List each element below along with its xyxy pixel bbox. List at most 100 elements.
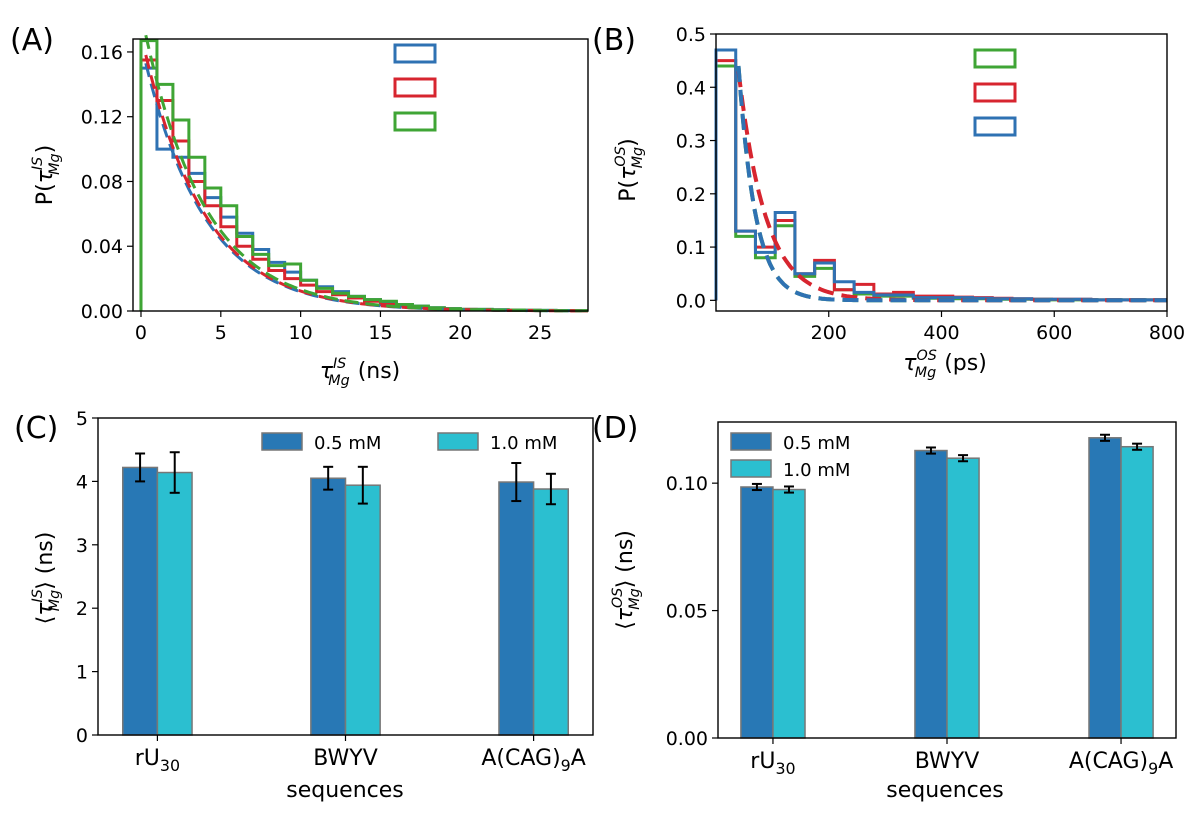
ylabel-c-pre: ⟨ (33, 616, 58, 625)
xlabel-a-sup: IS (333, 356, 346, 372)
d-xtick-label-2: A(CAG)9A (1069, 749, 1173, 778)
c-xtick-label-2-sub: 9 (561, 756, 571, 775)
hist-a-0 (139, 66, 588, 313)
bar-d-0-1 (914, 449, 948, 739)
d-xtick-label-1-main: BWYV (915, 749, 980, 774)
bar-c-0-0 (122, 466, 159, 736)
ylabel-b-post: ) (616, 138, 641, 147)
bar-c-1-0 (156, 471, 193, 736)
xlabel-d: sequences (886, 778, 1003, 803)
xlabel-a-sub: Mg (328, 373, 349, 389)
b-ytick-label: 0.3 (676, 131, 706, 153)
c-xtick-label-0-main: rU (135, 746, 160, 771)
bar-d-0-0 (740, 486, 774, 739)
legend-c-swatch-0 (261, 432, 303, 451)
d-ytick-label: 0.05 (666, 601, 708, 623)
ylabel-a-post: ) (33, 145, 58, 154)
d-xtick-label-2-main: A(CAG) (1069, 749, 1148, 774)
fit-a-2 (144, 34, 582, 313)
panel-label-d: (D) (592, 411, 639, 446)
ylabel-a-pre: P( (33, 183, 58, 205)
legend-a-swatch-2 (393, 111, 437, 132)
legend-b-swatch-2 (973, 116, 1017, 137)
legend-b-swatch-1 (973, 82, 1017, 103)
c-xtick-label-1-main: BWYV (313, 746, 378, 771)
ylabel-d-post: ⟩ (ns) (613, 530, 638, 588)
xlabel-b-sup: OS (916, 348, 936, 364)
d-xtick-label-2-post: A (1158, 749, 1173, 774)
legend-d-swatch-1 (730, 459, 772, 478)
xlabel-b-sub: Mg (915, 365, 936, 381)
panel-label-c: (C) (14, 411, 58, 446)
legend-b-swatch-0 (973, 48, 1017, 69)
hist-a-1 (139, 58, 588, 313)
xlabel-a-tau: τ (320, 359, 334, 384)
ylabel-d-tau: τ (613, 607, 638, 621)
d-xtick-label-1: BWYV (915, 749, 980, 774)
b-xtick-label: 600 (1036, 322, 1072, 344)
ylabel-c: ⟨τISMg⟩ (ns) (30, 532, 63, 625)
ylabel-d-sup: OS (610, 588, 626, 608)
bar-d-0-2 (1088, 437, 1122, 739)
c-xtick-label-2: A(CAG)9A (481, 746, 585, 775)
d-xtick-label-0-main: rU (750, 749, 775, 774)
fit-b-0 (736, 65, 1167, 303)
ylabel-d-sub: Mg (627, 588, 643, 609)
panel-label-a: (A) (10, 23, 54, 58)
panel-label-b: (B) (592, 23, 636, 58)
c-xtick-label-2-main: A(CAG) (481, 746, 560, 771)
panel-d: (D) 0.00 0.05 0.10 rU30 BWYV A(CAG)9A 0.5 mM 1.0… (592, 411, 1177, 803)
legend-a-swatch-1 (393, 77, 437, 98)
c-ytick-label: 0 (76, 725, 88, 747)
bar-d-1-2 (1120, 445, 1154, 739)
c-ytick-label: 3 (76, 535, 88, 557)
xlabel-b-tau: τ (903, 351, 917, 376)
ylabel-c-tau: τ (33, 602, 58, 616)
c-ytick-label: 5 (76, 408, 88, 430)
ylabel-b-sub: Mg (630, 147, 646, 168)
ylabel-b: P(τOSMg) (613, 138, 646, 201)
b-ytick-label: 0.5 (676, 24, 706, 46)
ylabel-c-sup: IS (30, 589, 46, 602)
hist-b-2 (714, 64, 1167, 302)
d-xtick-label-2-sub: 9 (1148, 759, 1158, 778)
c-ytick-label: 4 (76, 471, 88, 493)
a-ytick-label: 0.12 (81, 107, 123, 129)
fit-b-2 (736, 65, 1167, 303)
fit-b-1 (736, 71, 1167, 303)
a-ytick-label: 0.00 (81, 301, 123, 323)
b-xtick-label: 200 (811, 322, 847, 344)
b-ytick-label: 0.4 (676, 77, 706, 99)
bar-d-1-0 (772, 488, 806, 739)
c-ytick-label: 2 (76, 598, 88, 620)
legend-c-label-1: 1.0 mM (490, 433, 557, 454)
d-ytick-label: 0.00 (666, 728, 708, 750)
xlabel-a-unit: (ns) (358, 359, 401, 384)
legend-c-label-0: 0.5 mM (314, 433, 381, 454)
b-ytick-label: 0.2 (676, 184, 706, 206)
legend-d-swatch-0 (730, 432, 772, 451)
ylabel-c-post: ⟩ (ns) (33, 532, 58, 590)
ylabel-b-tau: τ (616, 166, 641, 180)
c-xtick-label-1: BWYV (313, 746, 378, 771)
a-xtick-label: 25 (528, 322, 552, 344)
b-ytick-label: 0.0 (676, 290, 706, 312)
a-ytick-label: 0.16 (81, 42, 123, 64)
axes-b (715, 33, 1168, 312)
xlabel-b-unit: (ps) (944, 351, 987, 376)
ylabel-a-sup: IS (30, 157, 46, 170)
a-xtick-label: 5 (215, 322, 227, 344)
a-xtick-label: 20 (448, 322, 472, 344)
b-xtick-label: 800 (1149, 322, 1185, 344)
a-ytick-label: 0.08 (81, 171, 123, 193)
axes-a (132, 38, 589, 312)
c-ytick-label: 1 (76, 662, 88, 684)
hist-b-1 (714, 59, 1167, 302)
bar-c-1-1 (344, 484, 381, 736)
xlabel-c: sequences (286, 778, 403, 803)
b-xtick-label: 400 (923, 322, 959, 344)
bar-c-0-1 (310, 477, 347, 736)
